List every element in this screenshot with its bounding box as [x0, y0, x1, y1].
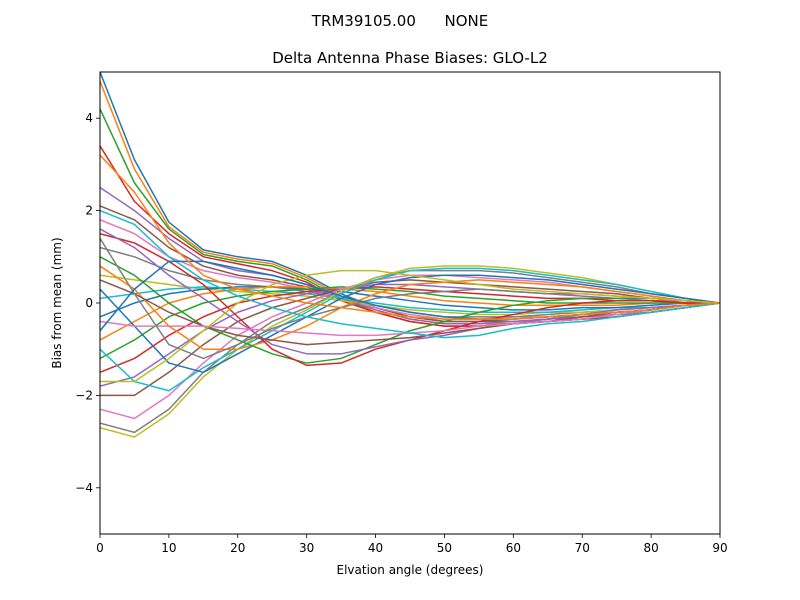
chart-title: Delta Antenna Phase Biases: GLO-L2 [272, 49, 548, 67]
series-layer [100, 72, 720, 438]
series-line-25 [100, 228, 720, 355]
y-tick-label: 2 [85, 204, 93, 218]
y-axis: −4 −2 0 2 4 [75, 111, 100, 495]
x-tick-label: 20 [230, 541, 245, 555]
series-line-12 [100, 286, 720, 341]
series-line-11 [100, 286, 720, 318]
x-tick-label: 40 [368, 541, 383, 555]
x-tick-label: 90 [712, 541, 727, 555]
series-line-20 [100, 267, 720, 392]
y-tick-label: −2 [75, 388, 93, 402]
x-tick-label: 0 [96, 541, 104, 555]
x-tick-label: 50 [437, 541, 452, 555]
y-tick-label: 4 [85, 111, 93, 125]
series-line-22 [100, 265, 720, 350]
figure-suptitle: TRM39105.00 NONE [311, 12, 488, 30]
x-tick-label: 70 [575, 541, 590, 555]
y-tick-label: 0 [85, 296, 93, 310]
series-line-32 [100, 154, 720, 320]
x-tick-label: 10 [161, 541, 176, 555]
series-line-30 [100, 209, 720, 339]
y-axis-label: Bias from mean (mm) [50, 237, 64, 368]
y-tick-label: −4 [75, 481, 93, 495]
x-tick-label: 80 [643, 541, 658, 555]
series-line-16 [100, 279, 720, 397]
series-line-21 [100, 274, 720, 374]
series-line-29 [100, 269, 720, 383]
series-line-13 [100, 286, 720, 360]
x-tick-label: 30 [299, 541, 314, 555]
x-axis-label: Elvation angle (degrees) [337, 563, 484, 577]
x-tick-label: 60 [506, 541, 521, 555]
x-axis: 0 10 20 30 40 50 60 70 80 90 [96, 534, 728, 555]
